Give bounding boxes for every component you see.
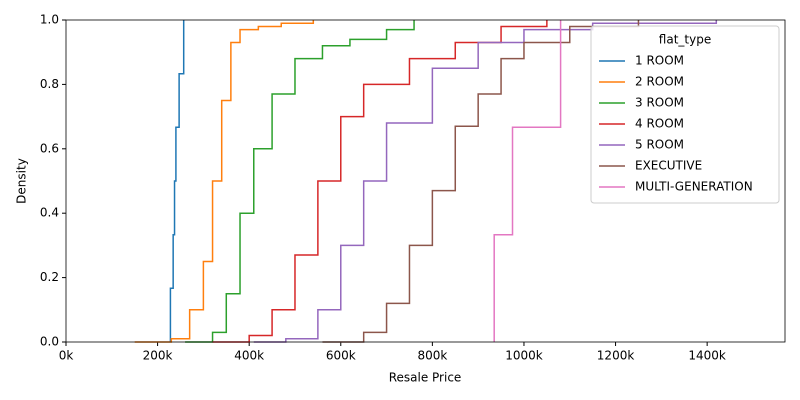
legend-label: 4 ROOM [635, 117, 684, 131]
ecdf-line [322, 20, 640, 343]
y-tick-label: 0.4 [40, 206, 59, 220]
y-axis-label: Density [15, 158, 29, 204]
x-tick-label: 1200k [597, 349, 635, 363]
x-tick-label: 0k [59, 349, 74, 363]
x-axis-label: Resale Price [389, 371, 462, 385]
y-tick-label: 0.2 [40, 270, 59, 284]
legend-label: EXECUTIVE [635, 159, 702, 173]
legend-label: 3 ROOM [635, 96, 684, 110]
ecdf-line [134, 20, 315, 343]
x-tick-label: 400k [234, 349, 264, 363]
legend-label: MULTI-GENERATION [635, 180, 753, 194]
x-tick-label: 1400k [688, 349, 726, 363]
legend-box [590, 25, 780, 204]
y-tick-label: 0.8 [40, 77, 59, 91]
legend-label: 5 ROOM [635, 138, 684, 152]
y-tick-label: 0.6 [40, 141, 59, 155]
legend-label: 2 ROOM [635, 75, 684, 89]
x-tick-label: 600k [326, 349, 356, 363]
plot-frame [65, 19, 786, 343]
x-tick-label: 200k [143, 349, 173, 363]
ecdf-line [185, 20, 415, 343]
legend-label: 1 ROOM [635, 54, 684, 68]
ecdf-line [169, 20, 185, 342]
y-tick-label: 1.0 [40, 13, 59, 27]
y-tick-label: 0.0 [40, 335, 59, 349]
ecdf-line [493, 20, 562, 342]
x-tick-label: 800k [417, 349, 447, 363]
x-tick-label: 1000k [505, 349, 543, 363]
legend-title: flat_type [659, 33, 711, 47]
